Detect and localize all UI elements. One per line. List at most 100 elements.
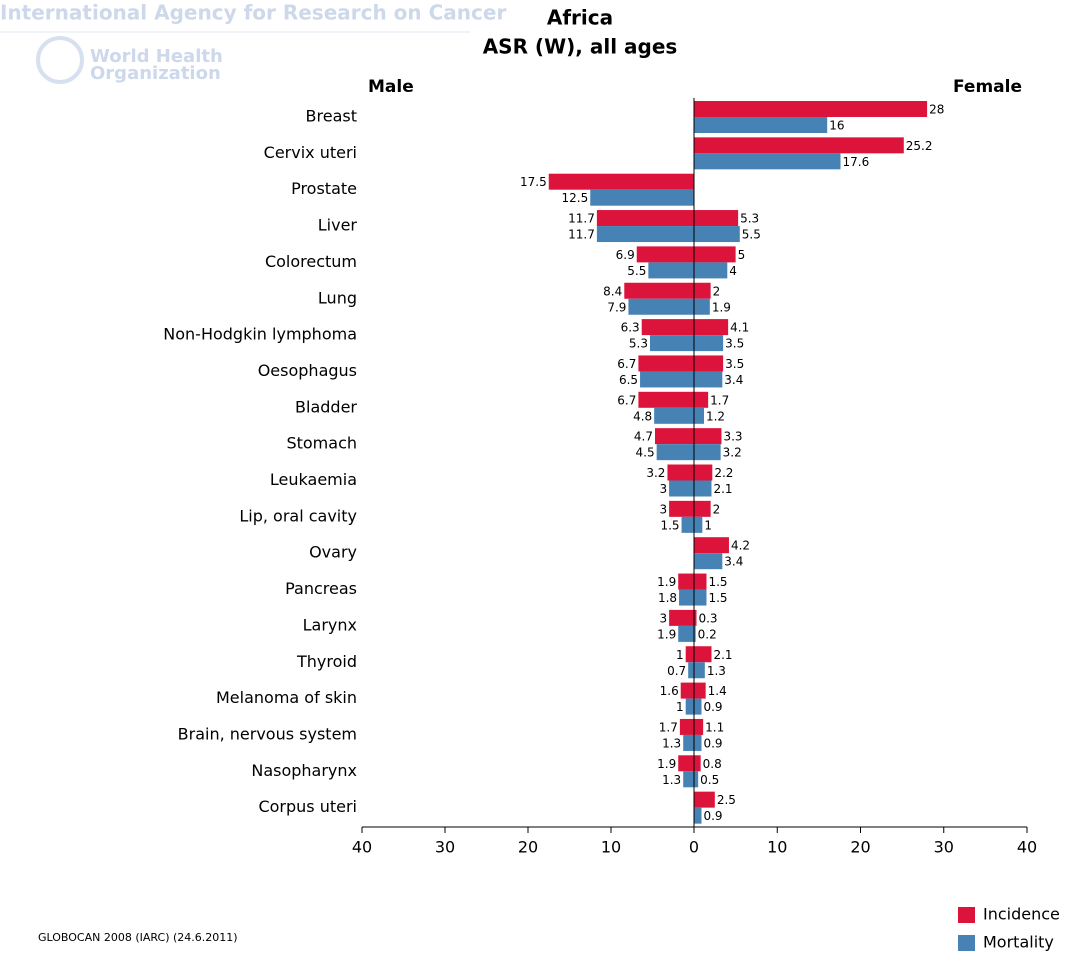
value-label: 1 xyxy=(676,700,684,714)
value-label: 6.7 xyxy=(617,393,636,407)
value-label: 4.1 xyxy=(730,321,749,335)
category-label: Thyroid xyxy=(296,652,357,671)
value-label: 0.7 xyxy=(667,664,686,678)
bar xyxy=(694,355,724,372)
x-tick-label: 40 xyxy=(1017,838,1037,857)
bar xyxy=(678,755,694,772)
bar xyxy=(694,137,904,154)
value-label: 1.9 xyxy=(657,627,676,641)
value-label: 5.3 xyxy=(629,337,648,351)
value-label: 4.7 xyxy=(634,430,653,444)
value-label: 3.5 xyxy=(725,357,744,371)
bar xyxy=(694,428,722,445)
who-name: Organization xyxy=(90,63,221,84)
value-label: 0.5 xyxy=(700,773,719,787)
bar xyxy=(667,464,694,481)
value-label: 2 xyxy=(713,284,721,298)
category-label: Pancreas xyxy=(285,579,357,598)
bar xyxy=(694,262,728,279)
bar xyxy=(679,718,694,735)
x-tick-label: 30 xyxy=(934,838,954,857)
bar xyxy=(694,537,729,554)
bar xyxy=(694,807,702,824)
bar xyxy=(694,625,696,642)
bar xyxy=(694,698,702,715)
bar xyxy=(683,734,694,751)
bar xyxy=(679,589,694,606)
x-tick-label: 40 xyxy=(352,838,372,857)
value-label: 1.9 xyxy=(657,757,676,771)
bar xyxy=(694,480,712,497)
value-label: 1.9 xyxy=(657,575,676,589)
bar xyxy=(694,246,736,263)
bar xyxy=(694,226,740,243)
value-label: 0.2 xyxy=(698,627,717,641)
bar xyxy=(678,573,694,590)
value-label: 5 xyxy=(738,248,746,262)
value-label: 0.9 xyxy=(703,700,722,714)
value-label: 1.5 xyxy=(708,575,727,589)
bar xyxy=(694,444,721,461)
bar xyxy=(694,319,729,336)
category-label: Brain, nervous system xyxy=(178,724,357,743)
value-label: 1.2 xyxy=(706,409,725,423)
value-label: 2.5 xyxy=(717,793,736,807)
bar xyxy=(694,335,724,352)
value-label: 1.3 xyxy=(662,773,681,787)
value-label: 6.5 xyxy=(619,373,638,387)
category-label: Lip, oral cavity xyxy=(239,506,357,525)
bar xyxy=(694,682,706,699)
source-note: GLOBOCAN 2008 (IARC) (24.6.2011) xyxy=(38,931,238,944)
value-label: 3 xyxy=(659,482,667,496)
value-label: 4.8 xyxy=(633,409,652,423)
category-label: Prostate xyxy=(291,179,357,198)
value-label: 1.5 xyxy=(708,591,727,605)
value-label: 1.6 xyxy=(660,684,679,698)
chart-subtitle: ASR (W), all ages xyxy=(483,35,678,59)
x-tick-label: 10 xyxy=(601,838,621,857)
category-label: Colorectum xyxy=(265,252,357,271)
value-label: 0.3 xyxy=(698,611,717,625)
legend-swatch xyxy=(958,935,975,951)
bar xyxy=(688,662,694,679)
value-label: 17.6 xyxy=(843,155,870,169)
bar xyxy=(694,371,723,388)
value-label: 25.2 xyxy=(906,139,933,153)
category-label: Cervix uteri xyxy=(264,143,357,162)
category-label: Stomach xyxy=(286,434,357,453)
category-label: Melanoma of skin xyxy=(216,688,357,707)
value-label: 2.2 xyxy=(714,466,733,480)
category-label: Corpus uteri xyxy=(258,797,357,816)
category-label: Bladder xyxy=(295,397,357,416)
value-label: 6.3 xyxy=(621,321,640,335)
bar xyxy=(636,246,694,263)
x-tick-label: 20 xyxy=(850,838,870,857)
value-label: 11.7 xyxy=(568,228,595,242)
bar xyxy=(694,662,705,679)
value-label: 5.3 xyxy=(740,212,759,226)
bar xyxy=(694,791,715,808)
value-label: 3 xyxy=(659,611,667,625)
value-label: 1.5 xyxy=(660,518,679,532)
value-label: 16 xyxy=(829,119,844,133)
value-label: 1.7 xyxy=(659,720,678,734)
category-label: Non-Hodgkin lymphoma xyxy=(163,325,357,344)
bar xyxy=(681,516,694,533)
x-tick-label: 30 xyxy=(435,838,455,857)
bar xyxy=(669,500,694,517)
bar xyxy=(694,464,713,481)
bar xyxy=(694,407,704,424)
value-label: 0.8 xyxy=(703,757,722,771)
legend-label: Incidence xyxy=(983,905,1060,924)
legend-swatch xyxy=(958,907,975,923)
category-label: Lung xyxy=(318,288,357,307)
value-label: 3.4 xyxy=(724,555,743,569)
value-label: 7.9 xyxy=(607,300,626,314)
bar xyxy=(590,189,694,206)
value-label: 1.1 xyxy=(705,720,724,734)
x-tick-label: 0 xyxy=(689,838,699,857)
bar xyxy=(596,226,694,243)
bar xyxy=(694,117,828,133)
value-label: 1.3 xyxy=(662,736,681,750)
bar xyxy=(694,553,723,570)
